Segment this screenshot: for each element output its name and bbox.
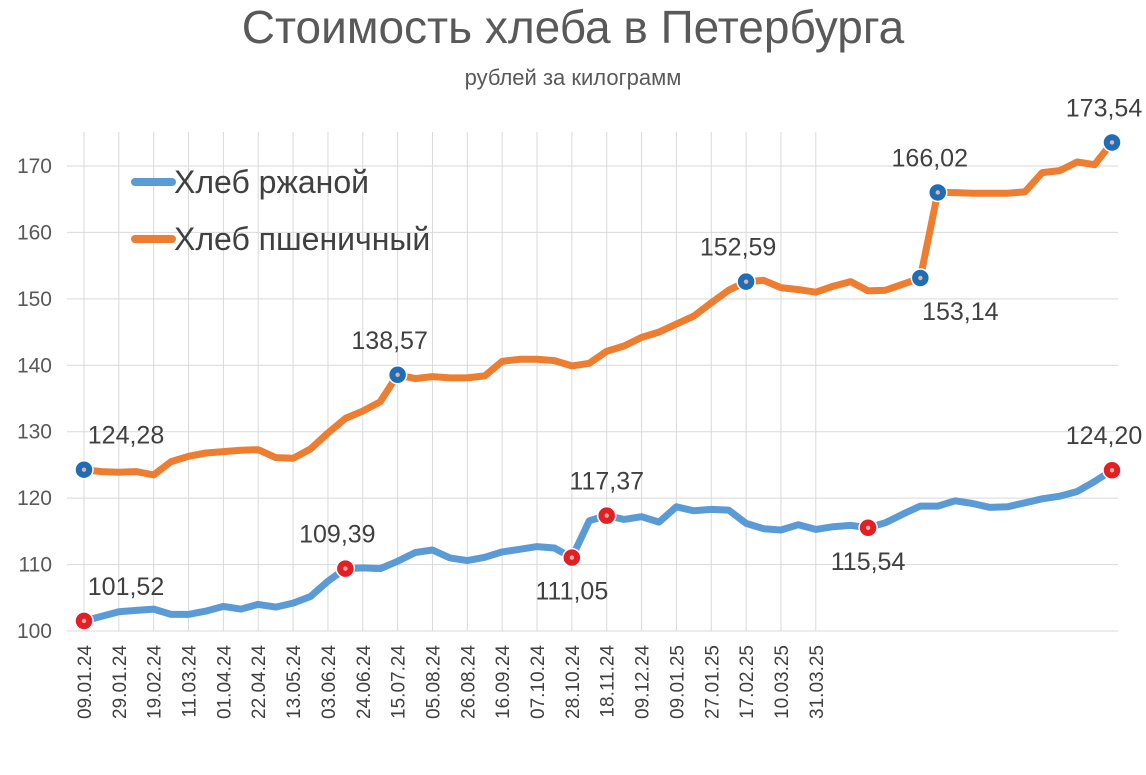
highlight-marker-center: [395, 372, 400, 377]
legend: Хлеб ржаной Хлеб пшеничный: [131, 164, 430, 257]
highlight-marker-center: [918, 275, 923, 281]
x-tick-label: 28.10.24: [563, 645, 584, 719]
x-tick-label: 01.04.24: [214, 645, 235, 719]
x-tick-label: 03.06.24: [319, 645, 340, 719]
highlight-marker-center: [81, 467, 87, 472]
grid: [67, 132, 1118, 632]
data-label: 152,59: [700, 234, 776, 262]
data-label: 117,37: [569, 468, 644, 496]
x-tick-label: 24.06.24: [354, 645, 375, 719]
legend-label: Хлеб ржаной: [174, 164, 369, 200]
data-label: 124,20: [1066, 422, 1142, 450]
x-tick-label: 29.01.24: [110, 645, 131, 719]
y-tick-label: 110: [19, 554, 52, 577]
x-tick-label: 18.11.24: [598, 645, 619, 718]
x-tick-label: 26.08.24: [458, 645, 479, 719]
x-tick-label: 19.02.24: [145, 645, 166, 719]
y-tick-label: 100: [17, 620, 52, 643]
y-tick-label: 130: [17, 421, 52, 444]
chart-subtitle: рублей за килограмм: [464, 65, 682, 90]
y-tick-label: 160: [17, 221, 52, 244]
x-tick-label: 27.01.25: [702, 645, 723, 719]
data-label: 166,02: [892, 144, 968, 172]
highlight-marker-center: [1109, 140, 1115, 145]
highlight-marker-center: [935, 190, 940, 195]
highlight-marker-center: [604, 513, 609, 518]
x-tick-label: 22.04.24: [249, 645, 270, 719]
highlight-marker-center: [81, 618, 87, 624]
x-tick-label: 31.03.25: [807, 645, 828, 719]
data-label: 138,57: [351, 327, 427, 355]
y-tick-label: 140: [17, 354, 52, 377]
x-tick-label: 07.10.24: [528, 645, 549, 719]
data-label: 153,14: [922, 298, 999, 326]
data-labels: 101,52 109,39 111,05 117,37 115,54 124,20 124,…: [88, 94, 1143, 605]
x-tick-label: 09.12.24: [633, 645, 654, 719]
x-tick-label: 09.01.25: [667, 645, 688, 719]
y-axis-ticks: 100 110 120 130 140 150 160 170: [17, 155, 52, 643]
highlight-marker-center: [743, 279, 749, 284]
x-tick-label: 13.05.24: [284, 645, 305, 719]
legend-label: Хлеб пшеничный: [174, 221, 430, 257]
data-label: 124,28: [88, 422, 164, 450]
y-tick-label: 150: [17, 288, 52, 311]
highlight-marker-center: [343, 566, 348, 571]
series-lines: [80, 139, 1116, 625]
y-tick-label: 170: [17, 155, 52, 178]
highlight-marker-center: [865, 525, 871, 530]
x-tick-label: 17.02.25: [737, 645, 758, 719]
data-label: 115,54: [831, 548, 906, 576]
highlight-markers: [74, 132, 1122, 631]
data-label: 109,39: [299, 521, 375, 549]
data-label: 173,54: [1066, 94, 1143, 122]
x-tick-label: 16.09.24: [493, 645, 514, 719]
data-label: 111,05: [535, 578, 608, 606]
chart-title: Стоимость хлеба в Петербурга: [241, 1, 905, 53]
x-axis-ticks: 09.01.24 29.01.24 19.02.24 11.03.24 01.04.24…: [75, 645, 828, 719]
highlight-marker-center: [1109, 468, 1115, 473]
x-tick-label: 05.08.24: [423, 645, 444, 719]
highlight-marker-center: [569, 555, 575, 560]
x-tick-label: 09.01.24: [75, 645, 96, 719]
x-tick-label: 10.03.25: [772, 645, 793, 719]
x-tick-label: 15.07.24: [389, 645, 410, 719]
y-tick-label: 120: [17, 487, 52, 510]
data-label: 101,52: [88, 573, 164, 601]
x-tick-label: 11.03.24: [180, 645, 201, 718]
